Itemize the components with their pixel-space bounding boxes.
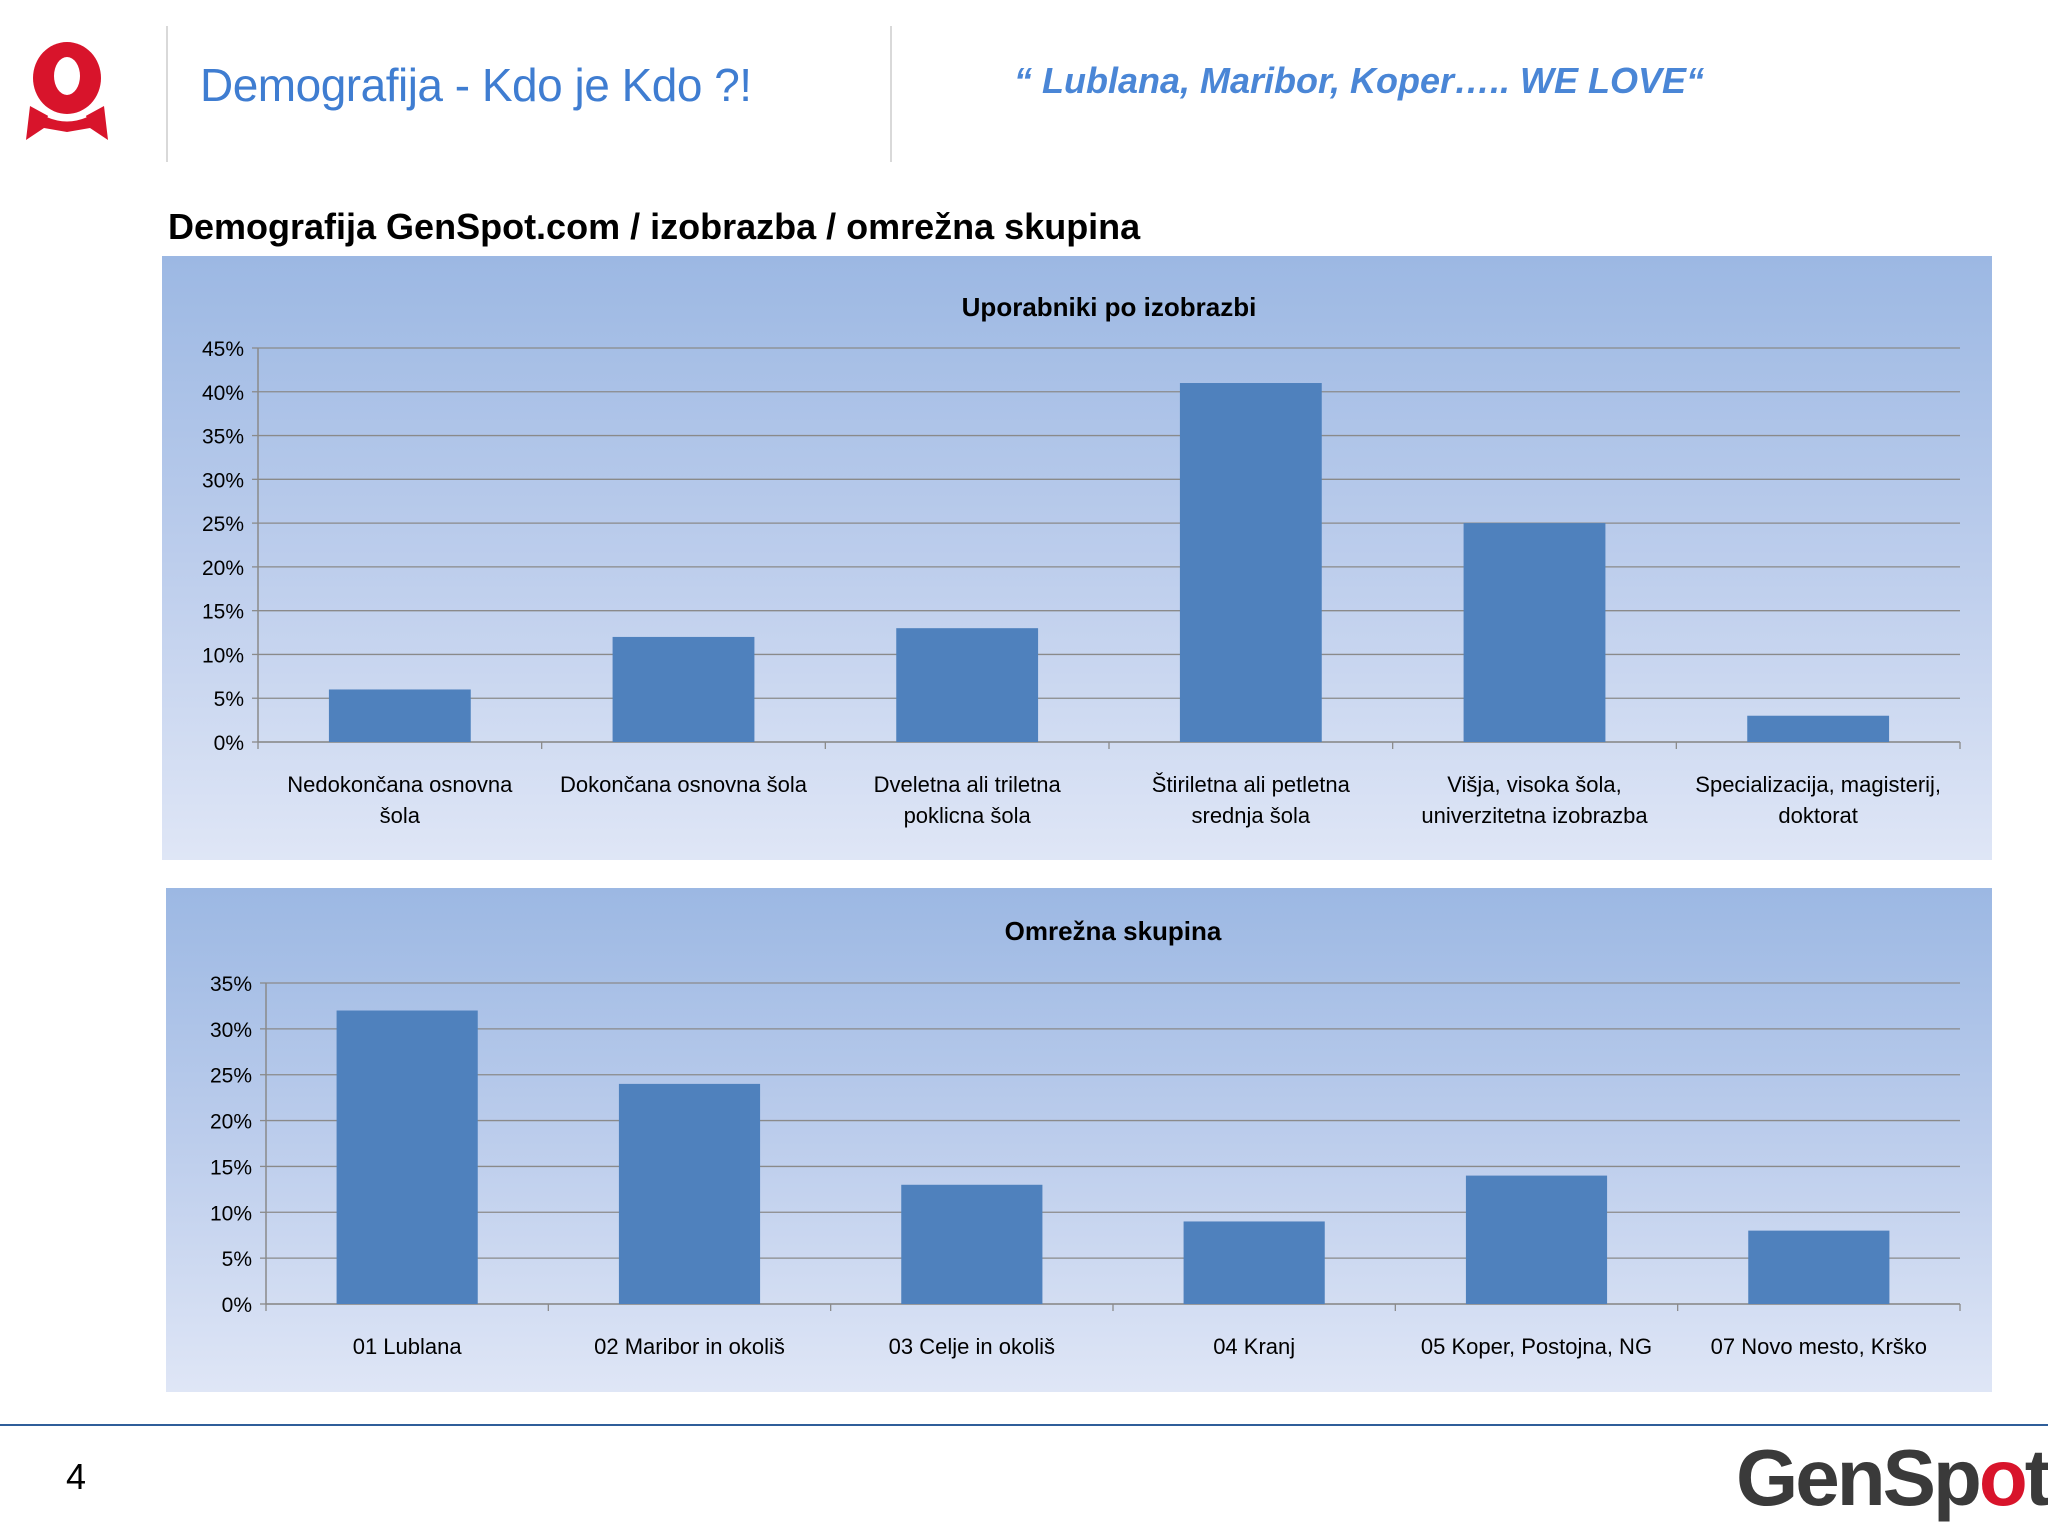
x-tick-label-line: poklicna šola: [904, 803, 1032, 828]
y-tick-label: 15%: [210, 1156, 252, 1179]
x-tick-label-line: Nedokončana osnovna: [287, 772, 513, 797]
bar: [328, 689, 471, 742]
page-number: 4: [66, 1456, 87, 1497]
x-tick-label-line: 01 Lublana: [353, 1334, 463, 1359]
bar: [896, 628, 1039, 742]
x-tick-label: Štiriletna ali petletna srednja šola: [1152, 772, 1351, 828]
bar: [1747, 715, 1890, 742]
x-tick-label-line: šola: [380, 803, 421, 828]
x-tick-label: 07 Novo mesto, Krško: [1711, 1334, 1927, 1359]
y-tick-label: 25%: [210, 1065, 252, 1088]
section-subtitle: Demografija GenSpot.com / izobrazba / om…: [168, 206, 1141, 247]
bar: [618, 1083, 761, 1304]
bar: [1179, 383, 1322, 742]
bar: [1463, 523, 1606, 742]
x-tick-label-line: univerzitetna izobrazba: [1421, 803, 1648, 828]
x-tick-label-line: Štiriletna ali petletna: [1152, 772, 1351, 797]
network-group-chart-panel: Omrežna skupina 0% 5% 10% 15% 20% 25% 30% 35% 01 …: [166, 888, 1992, 1392]
y-tick-label: 45%: [202, 338, 244, 361]
ribbon-o-logo-icon: [26, 42, 108, 140]
bar: [612, 636, 755, 742]
bar: [336, 1010, 478, 1304]
y-tick-label: 10%: [210, 1202, 252, 1225]
x-tick-label: Specializacija, magisterij, doktorat: [1695, 772, 1941, 828]
bar: [1465, 1175, 1608, 1304]
x-tick-label: Višja, visoka šola, univerzitetna izobraz…: [1421, 772, 1648, 828]
brand-part-3: t: [2024, 1433, 2048, 1522]
education-chart: Uporabniki po izobrazbi 0% 5% 10% 15% 20% 25% 3…: [202, 292, 1961, 828]
education-chart-panel: Uporabniki po izobrazbi 0% 5% 10% 15% 20% 25% 3…: [162, 256, 1992, 860]
y-tick-label: 20%: [202, 557, 244, 580]
slogan: “ Lublana, Maribor, Koper….. WE LOVE“: [1014, 60, 1705, 101]
x-tick-label: 03 Celje in okoliš: [889, 1334, 1055, 1359]
x-tick-label: Dveletna ali triletna poklicna šola: [874, 772, 1062, 828]
x-tick-label-line: Višja, visoka šola,: [1447, 772, 1621, 797]
brand-part-1: GenSp: [1736, 1433, 1982, 1522]
brand-part-2: o: [1978, 1433, 2028, 1522]
y-tick-label: 15%: [202, 601, 244, 624]
y-tick-label: 40%: [202, 382, 244, 405]
y-tick-label: 5%: [222, 1248, 252, 1271]
x-tick-label-line: Dveletna ali triletna: [874, 772, 1062, 797]
bar: [901, 1184, 1043, 1304]
y-tick-label: 35%: [210, 973, 252, 996]
x-tick-label-line: 03 Celje in okoliš: [889, 1334, 1055, 1359]
chart-title: Uporabniki po izobrazbi: [962, 292, 1257, 322]
x-tick-label: Dokončana osnovna šola: [560, 772, 808, 797]
x-tick-label-line: 07 Novo mesto, Krško: [1711, 1334, 1927, 1359]
x-tick-label-line: doktorat: [1778, 803, 1858, 828]
x-tick-label-line: srednja šola: [1192, 803, 1311, 828]
x-tick-label: Nedokončana osnovna šola: [287, 772, 513, 828]
x-tick-label-line: 05 Koper, Postojna, NG: [1421, 1334, 1652, 1359]
header-divider-left: [166, 26, 168, 162]
network-group-chart: Omrežna skupina 0% 5% 10% 15% 20% 25% 30% 35% 01 …: [210, 916, 1961, 1359]
x-tick-label: 04 Kranj: [1213, 1334, 1295, 1359]
y-tick-label: 0%: [214, 732, 244, 755]
bar: [1748, 1230, 1890, 1304]
y-tick-label: 0%: [222, 1294, 252, 1317]
y-tick-label: 30%: [202, 469, 244, 492]
genspot-logo: GenSpot: [1736, 1432, 2048, 1524]
x-tick-label: 05 Koper, Postojna, NG: [1421, 1334, 1652, 1359]
x-tick-label: 02 Maribor in okoliš: [594, 1334, 785, 1359]
x-tick-label-line: Specializacija, magisterij,: [1695, 772, 1941, 797]
y-tick-label: 10%: [202, 644, 244, 667]
y-tick-label: 20%: [210, 1111, 252, 1134]
y-tick-label: 25%: [202, 513, 244, 536]
y-tick-label: 30%: [210, 1019, 252, 1042]
y-tick-label: 35%: [202, 426, 244, 449]
x-tick-label-line: Dokončana osnovna šola: [560, 772, 808, 797]
header-divider-right: [890, 26, 892, 162]
y-tick-label: 5%: [214, 688, 244, 711]
footer-divider: [0, 1424, 2048, 1426]
x-tick-label-line: 02 Maribor in okoliš: [594, 1334, 785, 1359]
x-tick-label: 01 Lublana: [353, 1334, 463, 1359]
x-tick-label-line: 04 Kranj: [1213, 1334, 1295, 1359]
page-title: Demografija - Kdo je Kdo ?!: [200, 59, 752, 111]
bar: [1183, 1221, 1325, 1304]
chart-title: Omrežna skupina: [1005, 916, 1222, 946]
